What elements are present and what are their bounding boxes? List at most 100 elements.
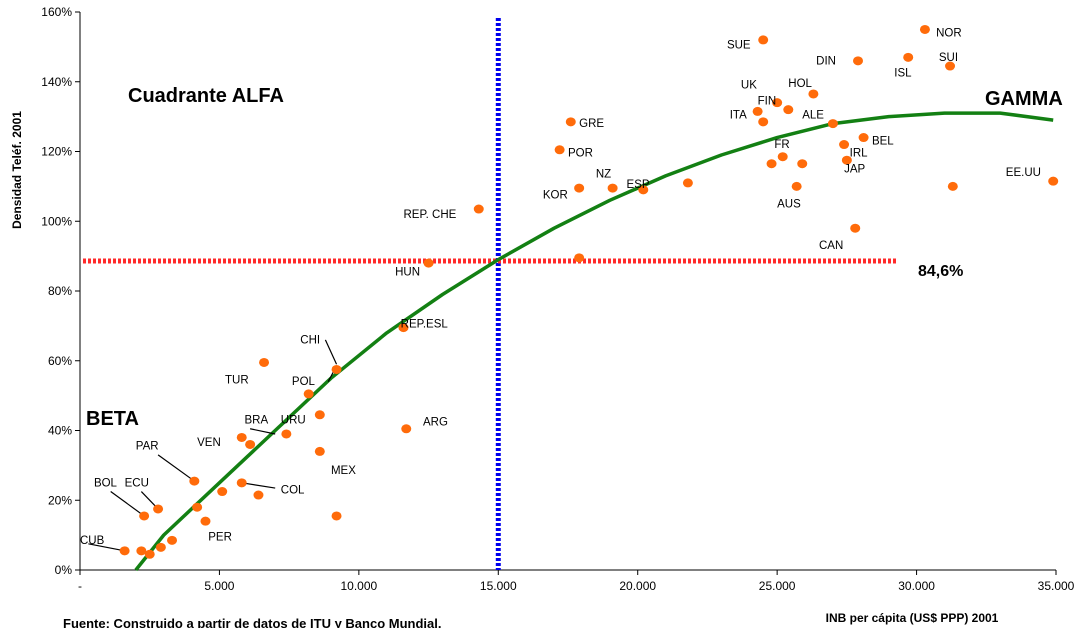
y-tick-label: 100%	[41, 214, 72, 228]
y-tick-label: 60%	[48, 354, 72, 368]
data-point	[758, 117, 769, 127]
leader-line	[241, 482, 276, 489]
data-point	[236, 432, 247, 442]
data-point	[791, 181, 802, 191]
data-points	[119, 24, 1059, 559]
data-point	[783, 105, 794, 115]
data-point	[607, 183, 618, 193]
country-label: BRA	[245, 415, 269, 427]
x-tick-label: 15.000	[480, 579, 517, 593]
y-tick-label: 20%	[48, 493, 72, 507]
reference-lines	[83, 18, 898, 570]
x-tick-label: 30.000	[898, 579, 935, 593]
data-point	[217, 487, 228, 497]
quadrant-beta-label: BETA	[86, 408, 139, 430]
data-point	[401, 424, 412, 434]
data-point	[155, 542, 166, 552]
country-label: FR	[774, 139, 789, 151]
data-point	[945, 61, 956, 71]
data-point	[850, 223, 861, 233]
country-label: EE.UU	[1006, 167, 1041, 179]
y-tick-label: 140%	[41, 75, 72, 89]
data-point	[808, 89, 819, 99]
data-point	[314, 410, 325, 420]
source-note: Fuente: Construido a partir de datos de …	[63, 616, 441, 628]
data-point	[827, 119, 838, 129]
quadrant-gamma-label: GAMMA	[985, 88, 1063, 110]
data-point	[766, 159, 777, 169]
data-point	[245, 439, 256, 449]
tick-labels: - 5.000 10.000 15.000 20.000 25.000 30.000 35.0…	[41, 5, 1074, 593]
data-point	[638, 185, 649, 195]
data-point	[903, 52, 914, 62]
country-label: FIN	[758, 95, 777, 107]
country-label: KOR	[543, 190, 568, 202]
data-point	[139, 511, 150, 521]
data-point	[777, 152, 788, 162]
country-label: DIN	[816, 55, 836, 67]
data-point	[473, 204, 484, 214]
country-label: HOL	[788, 78, 812, 90]
leader-line	[157, 454, 195, 482]
country-label: ESP	[627, 179, 650, 191]
country-label: ISL	[894, 68, 912, 80]
country-label: AUS	[777, 198, 801, 210]
country-label: POL	[292, 376, 316, 388]
data-point	[189, 476, 200, 486]
country-label: JAP	[844, 163, 865, 175]
data-point	[136, 546, 147, 556]
country-label: VEN	[197, 437, 221, 449]
data-point	[1048, 176, 1059, 186]
data-point	[119, 546, 130, 556]
data-point	[574, 253, 585, 263]
data-point	[841, 155, 852, 165]
data-point	[153, 504, 164, 514]
reference-value-label: 84,6%	[918, 263, 963, 280]
data-point	[281, 429, 292, 439]
data-point	[192, 502, 203, 512]
country-label: COL	[281, 484, 305, 496]
country-label: MEX	[331, 465, 356, 477]
country-label: PAR	[136, 441, 159, 453]
leader-line	[110, 491, 145, 517]
country-label: IRL	[850, 148, 869, 160]
y-tick-label: 120%	[41, 145, 72, 159]
country-label: URU	[281, 415, 306, 427]
x-tick-label: 10.000	[341, 579, 378, 593]
trend-line-group	[134, 111, 1054, 572]
data-point	[398, 323, 409, 333]
data-point	[236, 478, 247, 488]
country-labels: CUB BOL ECU PAR VEN BRA URU COL PER MEX ARG TUR POL C…	[80, 27, 1041, 546]
x-tick-label: 5.000	[204, 579, 234, 593]
country-label: CHI	[300, 334, 320, 346]
country-label: ECU	[125, 477, 149, 489]
data-point	[853, 56, 864, 66]
data-point	[423, 258, 434, 268]
y-axis-label: Densidad Teléf. 2001	[10, 111, 24, 229]
y-tick-label: 40%	[48, 424, 72, 438]
data-point	[331, 364, 342, 374]
data-point	[758, 35, 769, 45]
data-point	[839, 140, 850, 150]
country-label: NZ	[596, 169, 611, 181]
leader-line	[249, 428, 276, 435]
data-point	[303, 389, 314, 399]
country-label: CAN	[819, 240, 843, 252]
data-point	[919, 24, 930, 34]
y-tick-label: 0%	[55, 563, 73, 577]
data-point	[797, 159, 808, 169]
data-point	[144, 549, 155, 559]
country-label: SUE	[727, 40, 751, 52]
data-point	[772, 98, 783, 108]
label-leaders	[88, 339, 338, 552]
data-point	[200, 516, 211, 526]
data-point	[682, 178, 693, 188]
country-label: REP.ESL	[401, 319, 449, 331]
data-point	[314, 446, 325, 456]
country-label: BOL	[94, 477, 118, 489]
leader-line	[327, 370, 335, 382]
data-point	[259, 357, 270, 367]
country-label: REP. CHE	[403, 209, 456, 221]
x-tick-label: 35.000	[1038, 579, 1075, 593]
